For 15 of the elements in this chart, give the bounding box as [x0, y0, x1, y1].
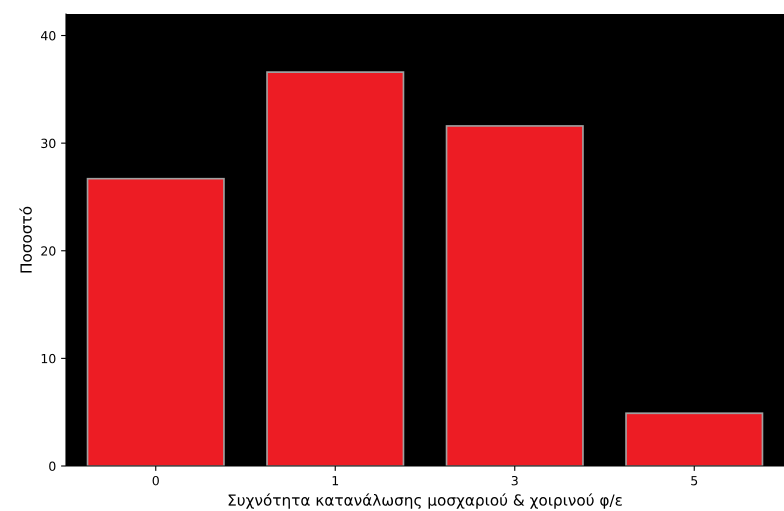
x-tick-label: 0 [152, 476, 159, 486]
y-tick-label: 0 [49, 461, 56, 471]
x-tick-label: 1 [332, 476, 338, 486]
y-tick-label: 40 [40, 30, 56, 40]
x-tick-label: 3 [512, 476, 518, 486]
bar [446, 125, 584, 466]
bar [625, 412, 764, 466]
y-axis-title: Ποσοστό [19, 206, 32, 273]
x-axis-title: Συχνότητα κατανάλωσης μοσχαριού & χοιρινού φ/ε [228, 493, 622, 509]
bar [86, 178, 225, 466]
y-tick-label: 10 [42, 354, 56, 364]
bar [266, 71, 404, 466]
x-tick-label: 5 [691, 476, 698, 486]
y-tick-label: 20 [41, 246, 56, 256]
y-tick-label: 30 [41, 138, 56, 148]
